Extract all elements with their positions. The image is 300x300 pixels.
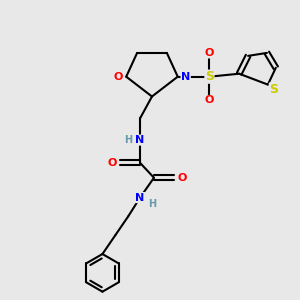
Text: S: S — [269, 83, 278, 96]
Text: O: O — [114, 72, 123, 82]
Text: O: O — [177, 173, 186, 183]
Text: H: H — [148, 200, 156, 209]
Text: O: O — [108, 158, 117, 168]
Text: N: N — [181, 72, 190, 82]
Text: N: N — [136, 193, 145, 202]
Text: O: O — [205, 48, 214, 58]
Text: S: S — [205, 70, 214, 83]
Text: H: H — [124, 135, 132, 145]
Text: O: O — [205, 95, 214, 106]
Text: N: N — [136, 135, 145, 145]
